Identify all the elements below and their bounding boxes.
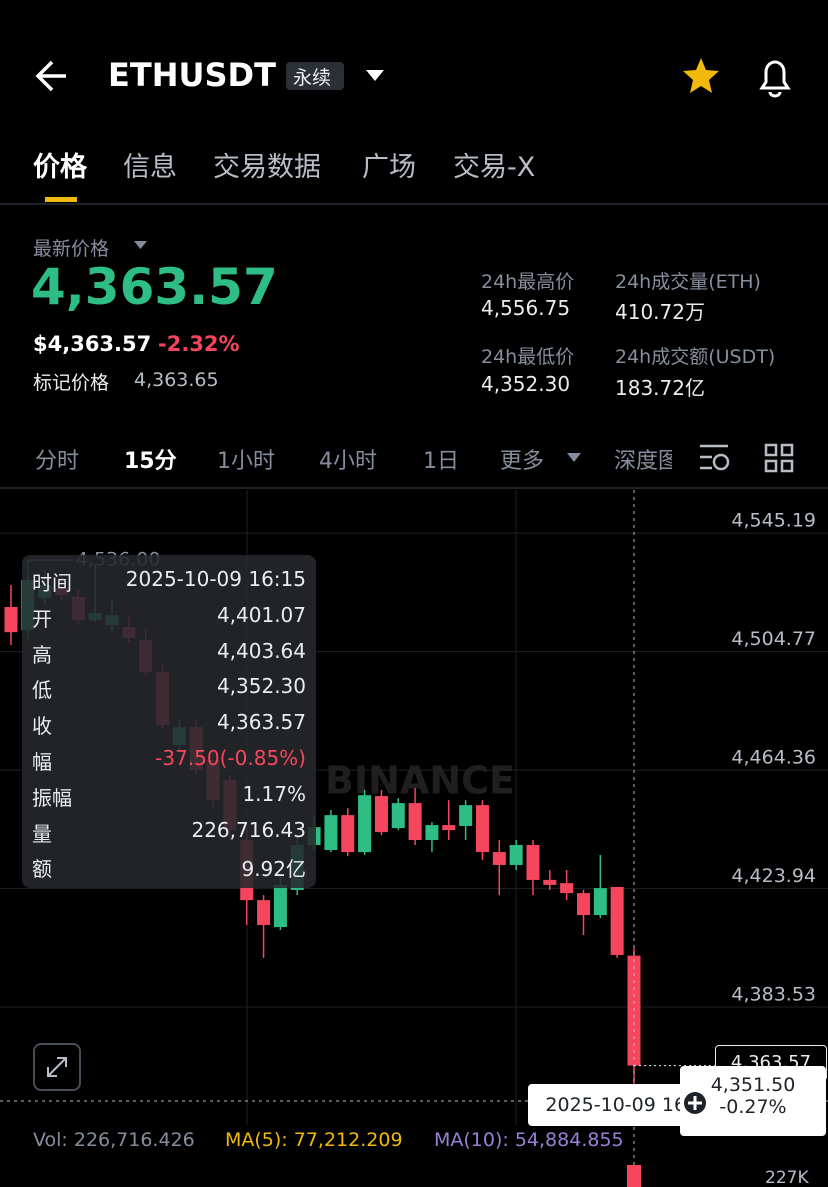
crosshair-change: -0.27% — [719, 1096, 787, 1118]
mark-price: 4,363.65 — [134, 369, 219, 391]
volume-axis-label: 227K — [765, 1168, 809, 1187]
tooltip: 时间 2025-10-09 16:15 开 4,401.07 高 4,403.64 低 4,3… — [22, 555, 316, 888]
bell-icon[interactable] — [759, 60, 791, 98]
tooltip-key: 开 — [32, 606, 52, 631]
candle-body — [610, 886, 624, 955]
y-tick-label: 4,423.94 — [731, 865, 816, 887]
watermark: BINANCE — [325, 759, 515, 803]
tooltip-value: 4,352.30 — [216, 674, 306, 699]
tooltip-value: -37.50(-0.85%) — [155, 746, 306, 770]
tooltip-key: 量 — [32, 821, 52, 846]
tooltip-value: 1.17% — [242, 781, 306, 806]
stat-label: 24h成交额(USDT) — [615, 346, 776, 368]
timeframe[interactable]: 分时 — [35, 449, 80, 474]
price-label: 最新价格 — [33, 238, 110, 260]
candle-body — [391, 803, 405, 829]
tab[interactable]: 交易-X — [453, 152, 536, 183]
expand-icon — [47, 1057, 67, 1077]
timeframe[interactable]: 深度图 — [614, 449, 672, 474]
tab-underline — [45, 197, 77, 202]
timeframe[interactable]: 更多 — [500, 449, 545, 474]
stat-value: 410.72万 — [615, 300, 705, 324]
badge-bg — [286, 62, 344, 90]
vol-legend: Vol: 226,716.426 — [33, 1129, 195, 1151]
tooltip-key: 振幅 — [32, 785, 72, 810]
change: -2.32% — [158, 332, 240, 356]
tooltip-key: 额 — [32, 857, 52, 882]
tooltip-key: 时间 — [32, 571, 72, 595]
candle-body — [526, 845, 540, 880]
candle-body — [560, 883, 574, 894]
ma5-legend: MA(5): 77,212.209 — [225, 1129, 403, 1151]
tooltip-value: 226,716.43 — [191, 817, 306, 842]
candle-body — [492, 852, 506, 865]
mark-label: 标记价格 — [33, 372, 110, 394]
candle-body — [543, 879, 557, 885]
dropdown-icon[interactable] — [567, 453, 581, 462]
last-price: 4,363.57 — [31, 258, 278, 316]
tooltip-value: 4,401.07 — [216, 602, 306, 627]
y-tick-label: 4,383.53 — [731, 984, 816, 1006]
badge: 永续 — [293, 67, 332, 89]
crosshair-price: 4,351.50 — [710, 1074, 796, 1096]
candle-body — [509, 845, 523, 865]
symbol: ETHUSDT — [108, 56, 276, 94]
tooltip-value: 9.92亿 — [241, 857, 306, 882]
candle-body — [4, 606, 18, 633]
tab[interactable]: 价格 — [33, 152, 87, 183]
stat-label: 24h最低价 — [481, 346, 575, 368]
stat-value: 183.72亿 — [615, 376, 705, 400]
volume-bar — [627, 1165, 641, 1187]
tooltip-key: 收 — [32, 714, 52, 739]
back-icon[interactable] — [35, 60, 66, 92]
tooltip-key: 低 — [32, 678, 52, 703]
timeframe[interactable]: 4小时 — [319, 449, 377, 474]
tooltip-key: 幅 — [32, 750, 52, 774]
candle-body — [374, 796, 388, 833]
tooltip-value: 4,363.57 — [216, 710, 306, 735]
candle-body — [593, 888, 607, 916]
candle-body — [257, 900, 271, 926]
candle-body — [324, 815, 338, 851]
timeframe[interactable]: 15分 — [124, 449, 177, 474]
tooltip-key: 高 — [32, 642, 52, 667]
tab[interactable]: 交易数据 — [213, 152, 321, 183]
stat-value: 4,352.30 — [481, 372, 571, 396]
y-tick-label: 4,545.19 — [731, 510, 816, 532]
tooltip-value: 4,403.64 — [216, 638, 306, 663]
y-tick-label: 4,464.36 — [731, 747, 816, 769]
stat-label: 24h成交量(ETH) — [615, 271, 761, 293]
dropdown-icon[interactable] — [366, 70, 384, 81]
timeframe[interactable]: 1日 — [423, 449, 459, 474]
y-tick-label: 4,504.77 — [731, 628, 816, 650]
candle-body — [425, 825, 439, 841]
candle-body — [475, 805, 489, 853]
candle-body — [442, 825, 456, 831]
layout-icon[interactable] — [764, 443, 794, 473]
candle-body — [459, 805, 473, 826]
tab[interactable]: 信息 — [123, 152, 177, 183]
timeframe[interactable]: 1小时 — [217, 449, 275, 474]
settings-icon[interactable] — [700, 444, 730, 471]
tooltip-value: 2025-10-09 16:15 — [125, 567, 306, 591]
tab[interactable]: 广场 — [362, 152, 416, 183]
dropdown-icon[interactable] — [134, 241, 147, 249]
candle-body — [408, 803, 422, 841]
candle-body — [341, 815, 355, 853]
stat-label: 24h最高价 — [481, 271, 575, 293]
star-icon[interactable] — [683, 58, 719, 93]
usd-price: $4,363.57 — [33, 332, 152, 356]
crosshair-icon[interactable] — [683, 1091, 707, 1115]
ma10-legend: MA(10): 54,884.855 — [434, 1129, 624, 1151]
stat-value: 4,556.75 — [481, 296, 571, 320]
candle-body — [358, 795, 372, 853]
candle-body — [576, 893, 590, 916]
expand-button[interactable] — [33, 1043, 81, 1091]
candle-body — [273, 884, 287, 928]
